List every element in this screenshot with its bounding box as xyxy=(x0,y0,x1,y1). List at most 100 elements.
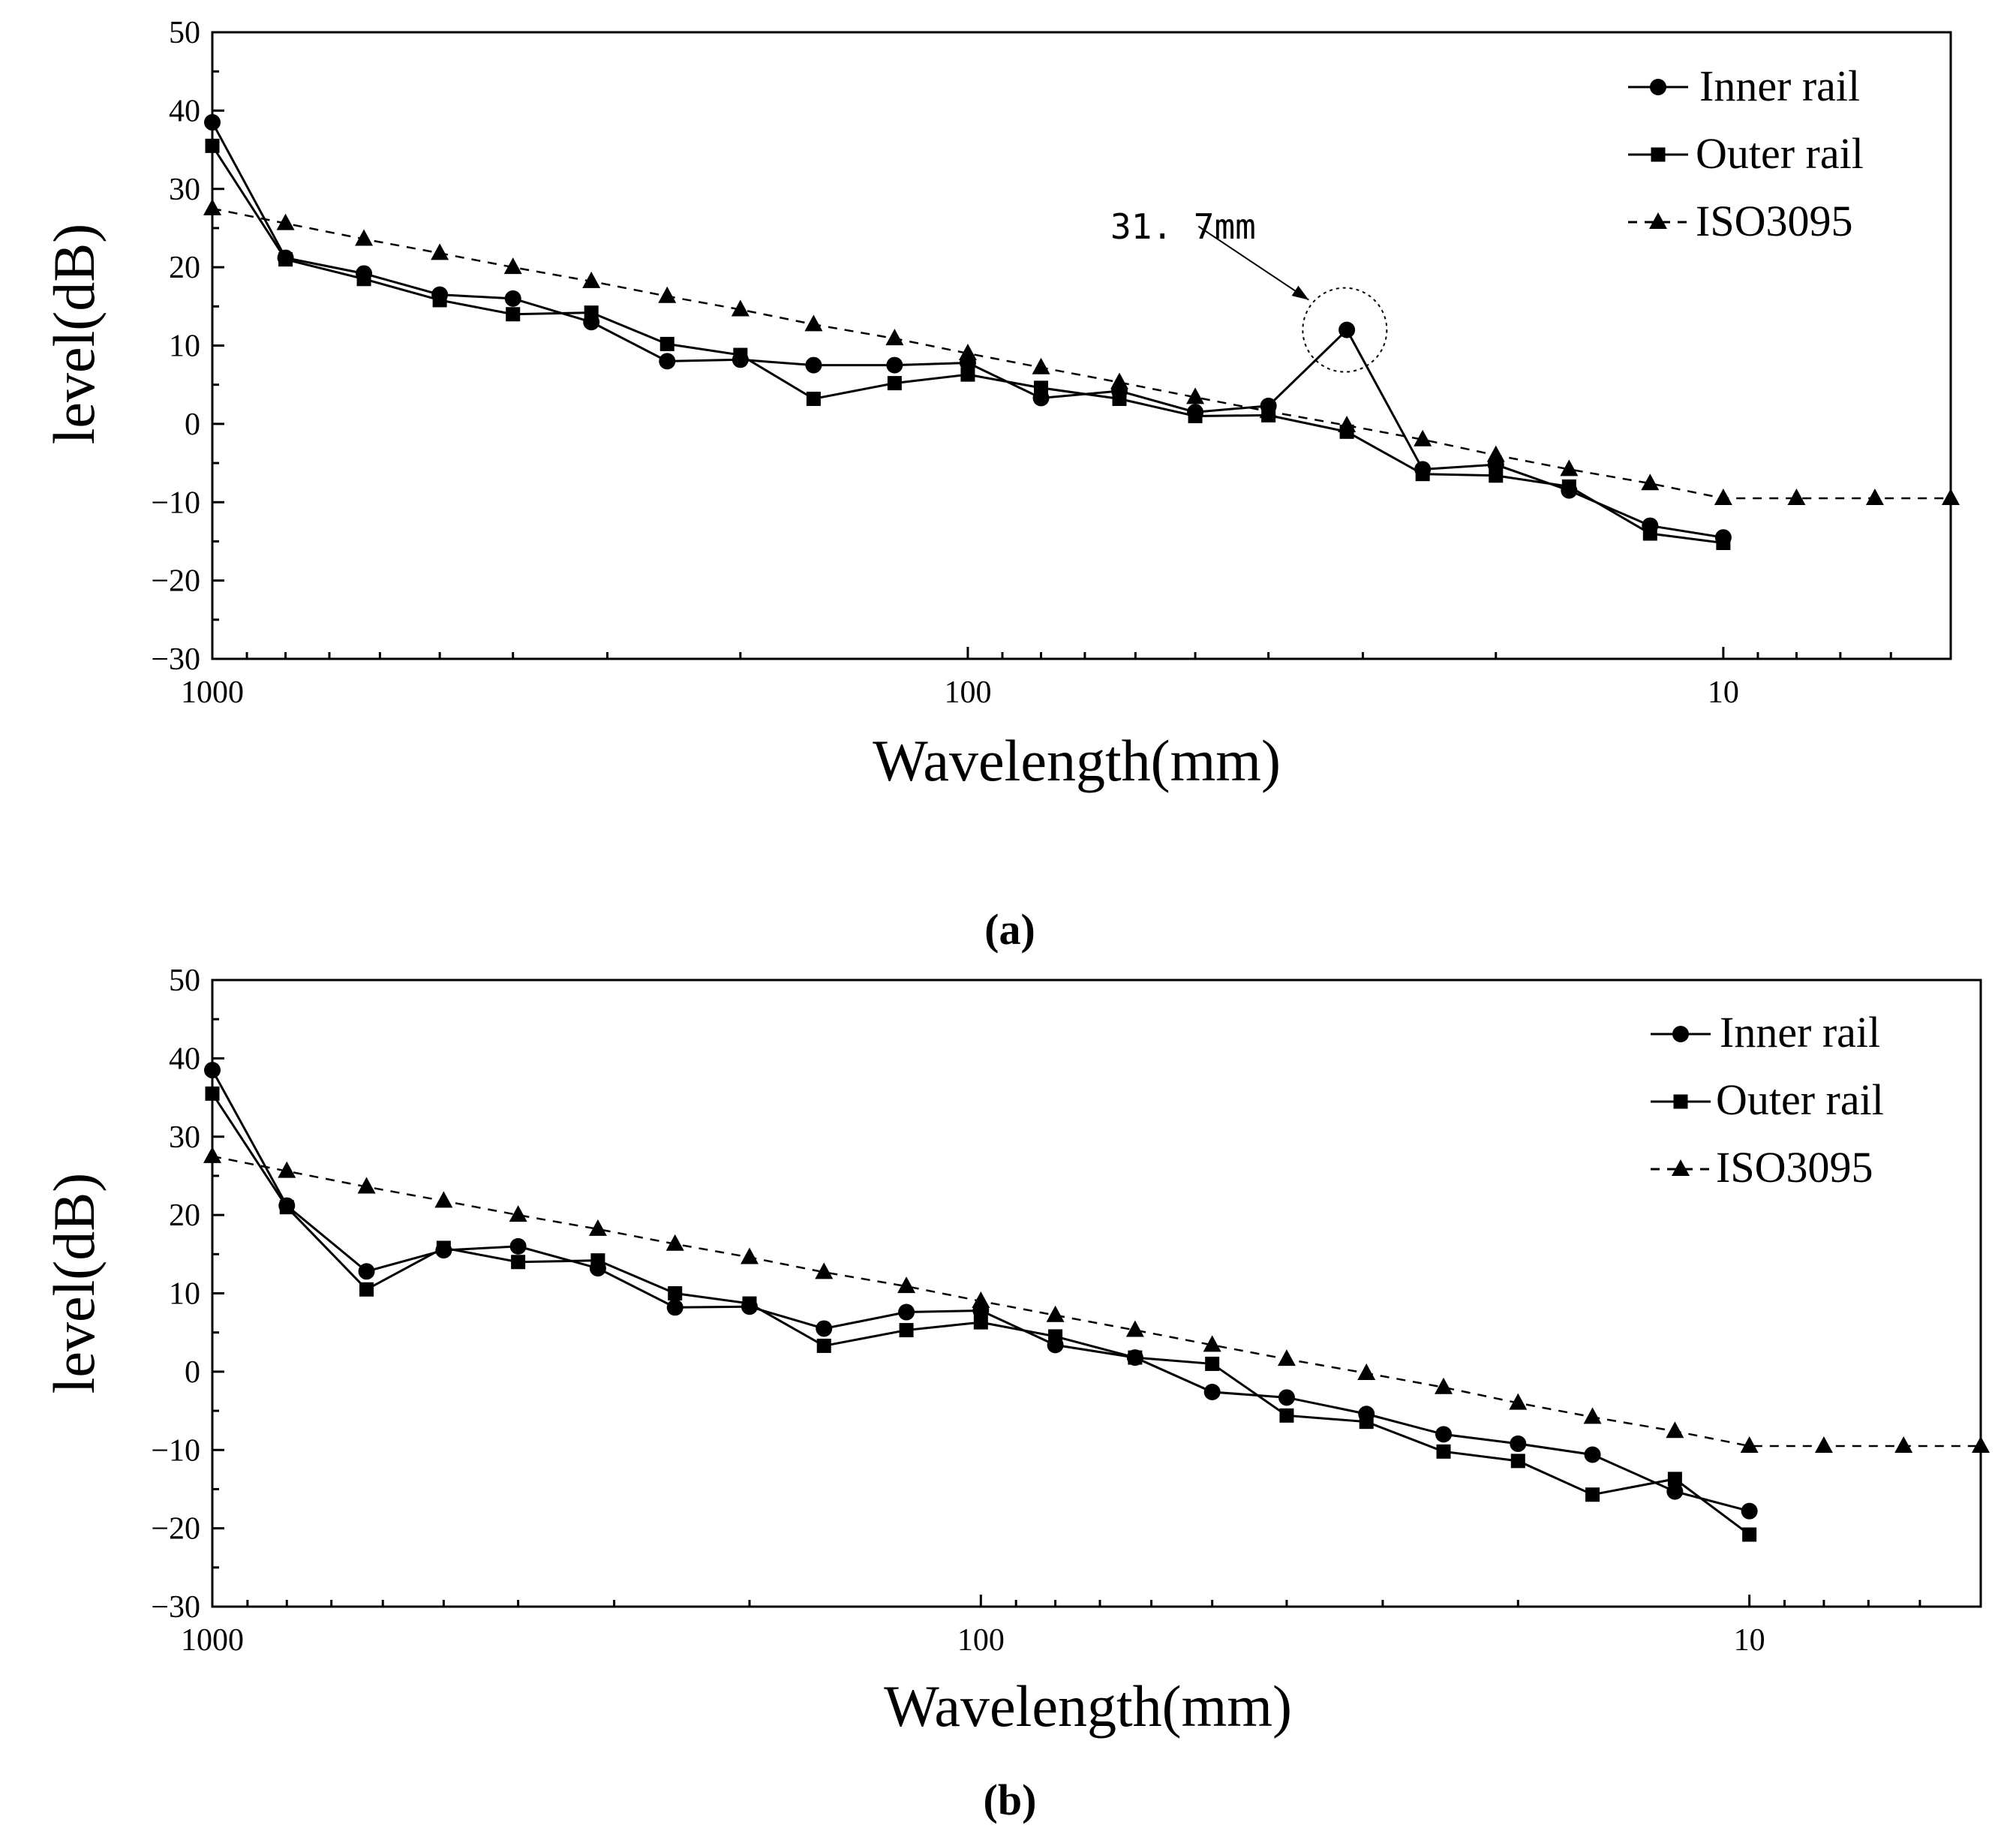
annotation-arrowhead xyxy=(1291,285,1309,300)
data-point xyxy=(1435,1377,1453,1394)
data-point xyxy=(1436,1444,1451,1459)
legend-marker xyxy=(1672,1159,1690,1176)
data-point xyxy=(1046,1305,1065,1322)
data-point xyxy=(816,1338,831,1353)
data-point xyxy=(1942,489,1960,506)
series-line xyxy=(212,207,1951,500)
series-outer-rail xyxy=(205,1086,1757,1542)
data-point xyxy=(1642,526,1657,541)
data-point xyxy=(205,138,220,153)
data-point xyxy=(588,1219,607,1236)
data-point xyxy=(885,329,904,346)
data-point xyxy=(1510,1435,1527,1452)
data-point xyxy=(203,198,221,215)
data-point xyxy=(806,391,821,406)
series-line xyxy=(212,1155,1981,1448)
data-point xyxy=(958,343,977,360)
data-point xyxy=(1125,1320,1144,1337)
data-point xyxy=(204,114,221,131)
legend-label-iso3095: ISO3095 xyxy=(1716,1143,1873,1192)
legend-marker xyxy=(1673,1094,1688,1109)
data-point xyxy=(436,1240,451,1255)
data-point xyxy=(357,1177,376,1194)
data-point xyxy=(506,307,521,322)
y-tick-label: 0 xyxy=(185,1355,200,1390)
data-point xyxy=(1357,1363,1376,1380)
data-point xyxy=(203,1146,221,1163)
data-point xyxy=(1584,1446,1601,1463)
panel-caption: (a) xyxy=(984,905,1035,954)
x-axis-title: Wavelength(mm) xyxy=(884,1673,1292,1739)
data-point xyxy=(1814,1436,1833,1454)
data-point xyxy=(205,1086,220,1101)
data-point xyxy=(1186,387,1205,404)
data-point xyxy=(584,305,599,320)
data-point xyxy=(1112,391,1127,406)
x-tick-label: 1000 xyxy=(181,1623,244,1658)
annotation-arrow xyxy=(1197,225,1309,301)
data-point xyxy=(666,1299,684,1316)
data-point xyxy=(509,1237,527,1255)
data-point xyxy=(1666,1483,1684,1500)
series-iso3095 xyxy=(203,198,1960,506)
data-point xyxy=(1740,1436,1759,1454)
data-point xyxy=(1787,489,1806,506)
data-point xyxy=(731,299,750,317)
data-point xyxy=(1128,1350,1143,1365)
data-point xyxy=(432,293,447,308)
data-point xyxy=(804,314,823,332)
x-tick-label: 1000 xyxy=(181,675,244,710)
y-axis-title: level(dB) xyxy=(41,1173,107,1394)
data-point xyxy=(665,1234,684,1251)
data-point xyxy=(1048,1329,1063,1344)
chart-panel-b: level(dB) Wavelength(mm) (b) Inner rail … xyxy=(41,964,1990,1824)
legend-label-inner-rail: Inner rail xyxy=(1720,1008,1880,1057)
y-tick-label: −20 xyxy=(151,1512,200,1547)
data-point xyxy=(1359,1415,1374,1430)
data-point xyxy=(740,1247,759,1264)
data-point xyxy=(1277,1349,1296,1366)
data-point xyxy=(509,1205,527,1222)
y-tick-label: 50 xyxy=(169,16,200,50)
legend: Inner rail Outer rail ISO3095 xyxy=(1696,62,1864,245)
data-point xyxy=(1203,1335,1221,1352)
legend-marker xyxy=(1650,79,1666,95)
y-tick-label: −10 xyxy=(151,1433,200,1468)
data-point xyxy=(1742,1527,1757,1542)
legend: Inner rail Outer rail ISO3095 xyxy=(1716,1008,1884,1192)
data-point xyxy=(1560,459,1579,477)
data-point xyxy=(972,1291,990,1308)
annotation-circle xyxy=(1302,287,1388,373)
data-point xyxy=(1667,1472,1682,1487)
data-point xyxy=(805,356,822,374)
data-point xyxy=(1741,1502,1758,1520)
x-tick-label: 10 xyxy=(1734,1623,1765,1658)
y-axis-title: level(dB) xyxy=(41,224,107,445)
y-tick-label: 40 xyxy=(169,94,200,128)
y-tick-label: 30 xyxy=(169,1120,200,1155)
data-point xyxy=(659,353,676,370)
data-point xyxy=(1259,401,1278,419)
data-point xyxy=(659,336,675,351)
data-point xyxy=(1110,372,1128,389)
data-point xyxy=(1561,479,1576,494)
x-tick-label: 100 xyxy=(957,1623,1005,1658)
data-point xyxy=(1585,1487,1600,1502)
legend-label-outer-rail: Outer rail xyxy=(1716,1075,1884,1124)
panel-caption: (b) xyxy=(984,1775,1037,1824)
y-tick-label: 10 xyxy=(169,1277,200,1312)
y-tick-label: 40 xyxy=(169,1042,200,1076)
data-point xyxy=(1435,1426,1453,1443)
y-tick-label: −20 xyxy=(151,564,200,599)
y-tick-label: −10 xyxy=(151,486,200,520)
legend-label-outer-rail: Outer rail xyxy=(1696,129,1864,178)
data-point xyxy=(899,1323,914,1338)
data-point xyxy=(742,1296,757,1311)
data-point xyxy=(278,1161,296,1178)
x-tick-label: 10 xyxy=(1708,675,1739,710)
plot-frame xyxy=(211,31,1952,660)
data-point xyxy=(1032,357,1050,374)
y-tick-label: 30 xyxy=(169,173,200,207)
data-point xyxy=(1188,408,1203,423)
